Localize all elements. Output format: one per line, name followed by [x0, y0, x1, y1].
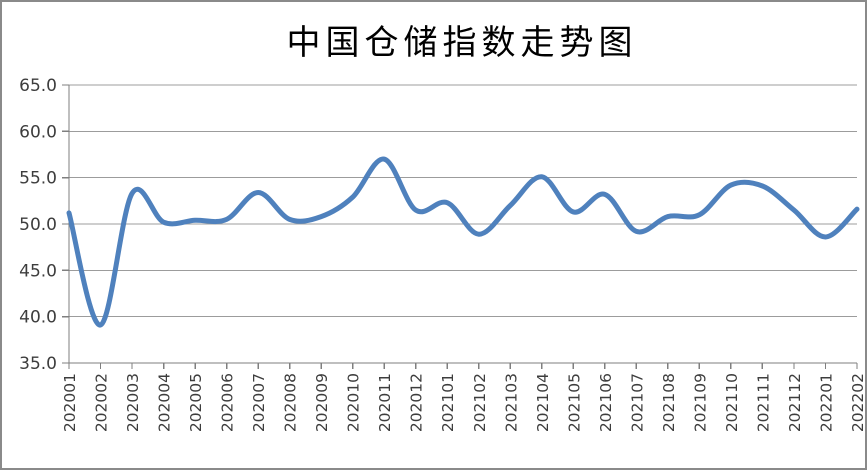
x-axis-label: 202003 [124, 373, 142, 432]
y-axis-label: 60.0 [19, 122, 57, 142]
x-axis-label: 202105 [565, 373, 583, 432]
x-axis-label: 202004 [156, 373, 174, 432]
y-axis-label: 35.0 [19, 354, 57, 374]
y-axis-label: 50.0 [19, 215, 57, 235]
x-axis-label: 202108 [660, 373, 678, 432]
x-axis-label: 202010 [345, 373, 363, 432]
x-axis-label: 202007 [250, 373, 268, 432]
x-axis-label: 202201 [817, 373, 835, 432]
x-axis-label: 202011 [376, 373, 394, 432]
x-axis-label: 202109 [691, 373, 709, 432]
x-axis-label: 202202 [849, 373, 867, 432]
y-axis-label: 45.0 [19, 261, 57, 281]
x-axis-label: 202110 [723, 373, 741, 432]
x-axis-label: 202009 [313, 373, 331, 432]
chart-title: 中国仓储指数走势图 [286, 25, 638, 62]
x-axis-label: 202112 [786, 373, 804, 432]
x-axis-label: 202008 [282, 373, 300, 432]
x-axis-label: 202104 [534, 373, 552, 432]
y-axis-label: 65.0 [19, 76, 57, 96]
y-axis-label: 55.0 [19, 169, 57, 189]
x-axis-label: 202005 [187, 373, 205, 432]
x-axis-label: 202103 [502, 373, 520, 432]
x-axis-label: 202102 [471, 373, 489, 432]
x-axis-label: 202111 [754, 373, 772, 432]
x-axis-label: 202101 [439, 373, 457, 432]
x-axis-label: 202006 [219, 373, 237, 432]
x-axis-label: 202012 [408, 373, 426, 432]
y-axis-label: 40.0 [19, 308, 57, 328]
x-axis-label: 202107 [628, 373, 646, 432]
x-axis-label: 202002 [93, 373, 111, 432]
x-axis-label: 202001 [61, 373, 79, 432]
x-axis-label: 202106 [597, 373, 615, 432]
index-trend-line [66, 156, 860, 328]
